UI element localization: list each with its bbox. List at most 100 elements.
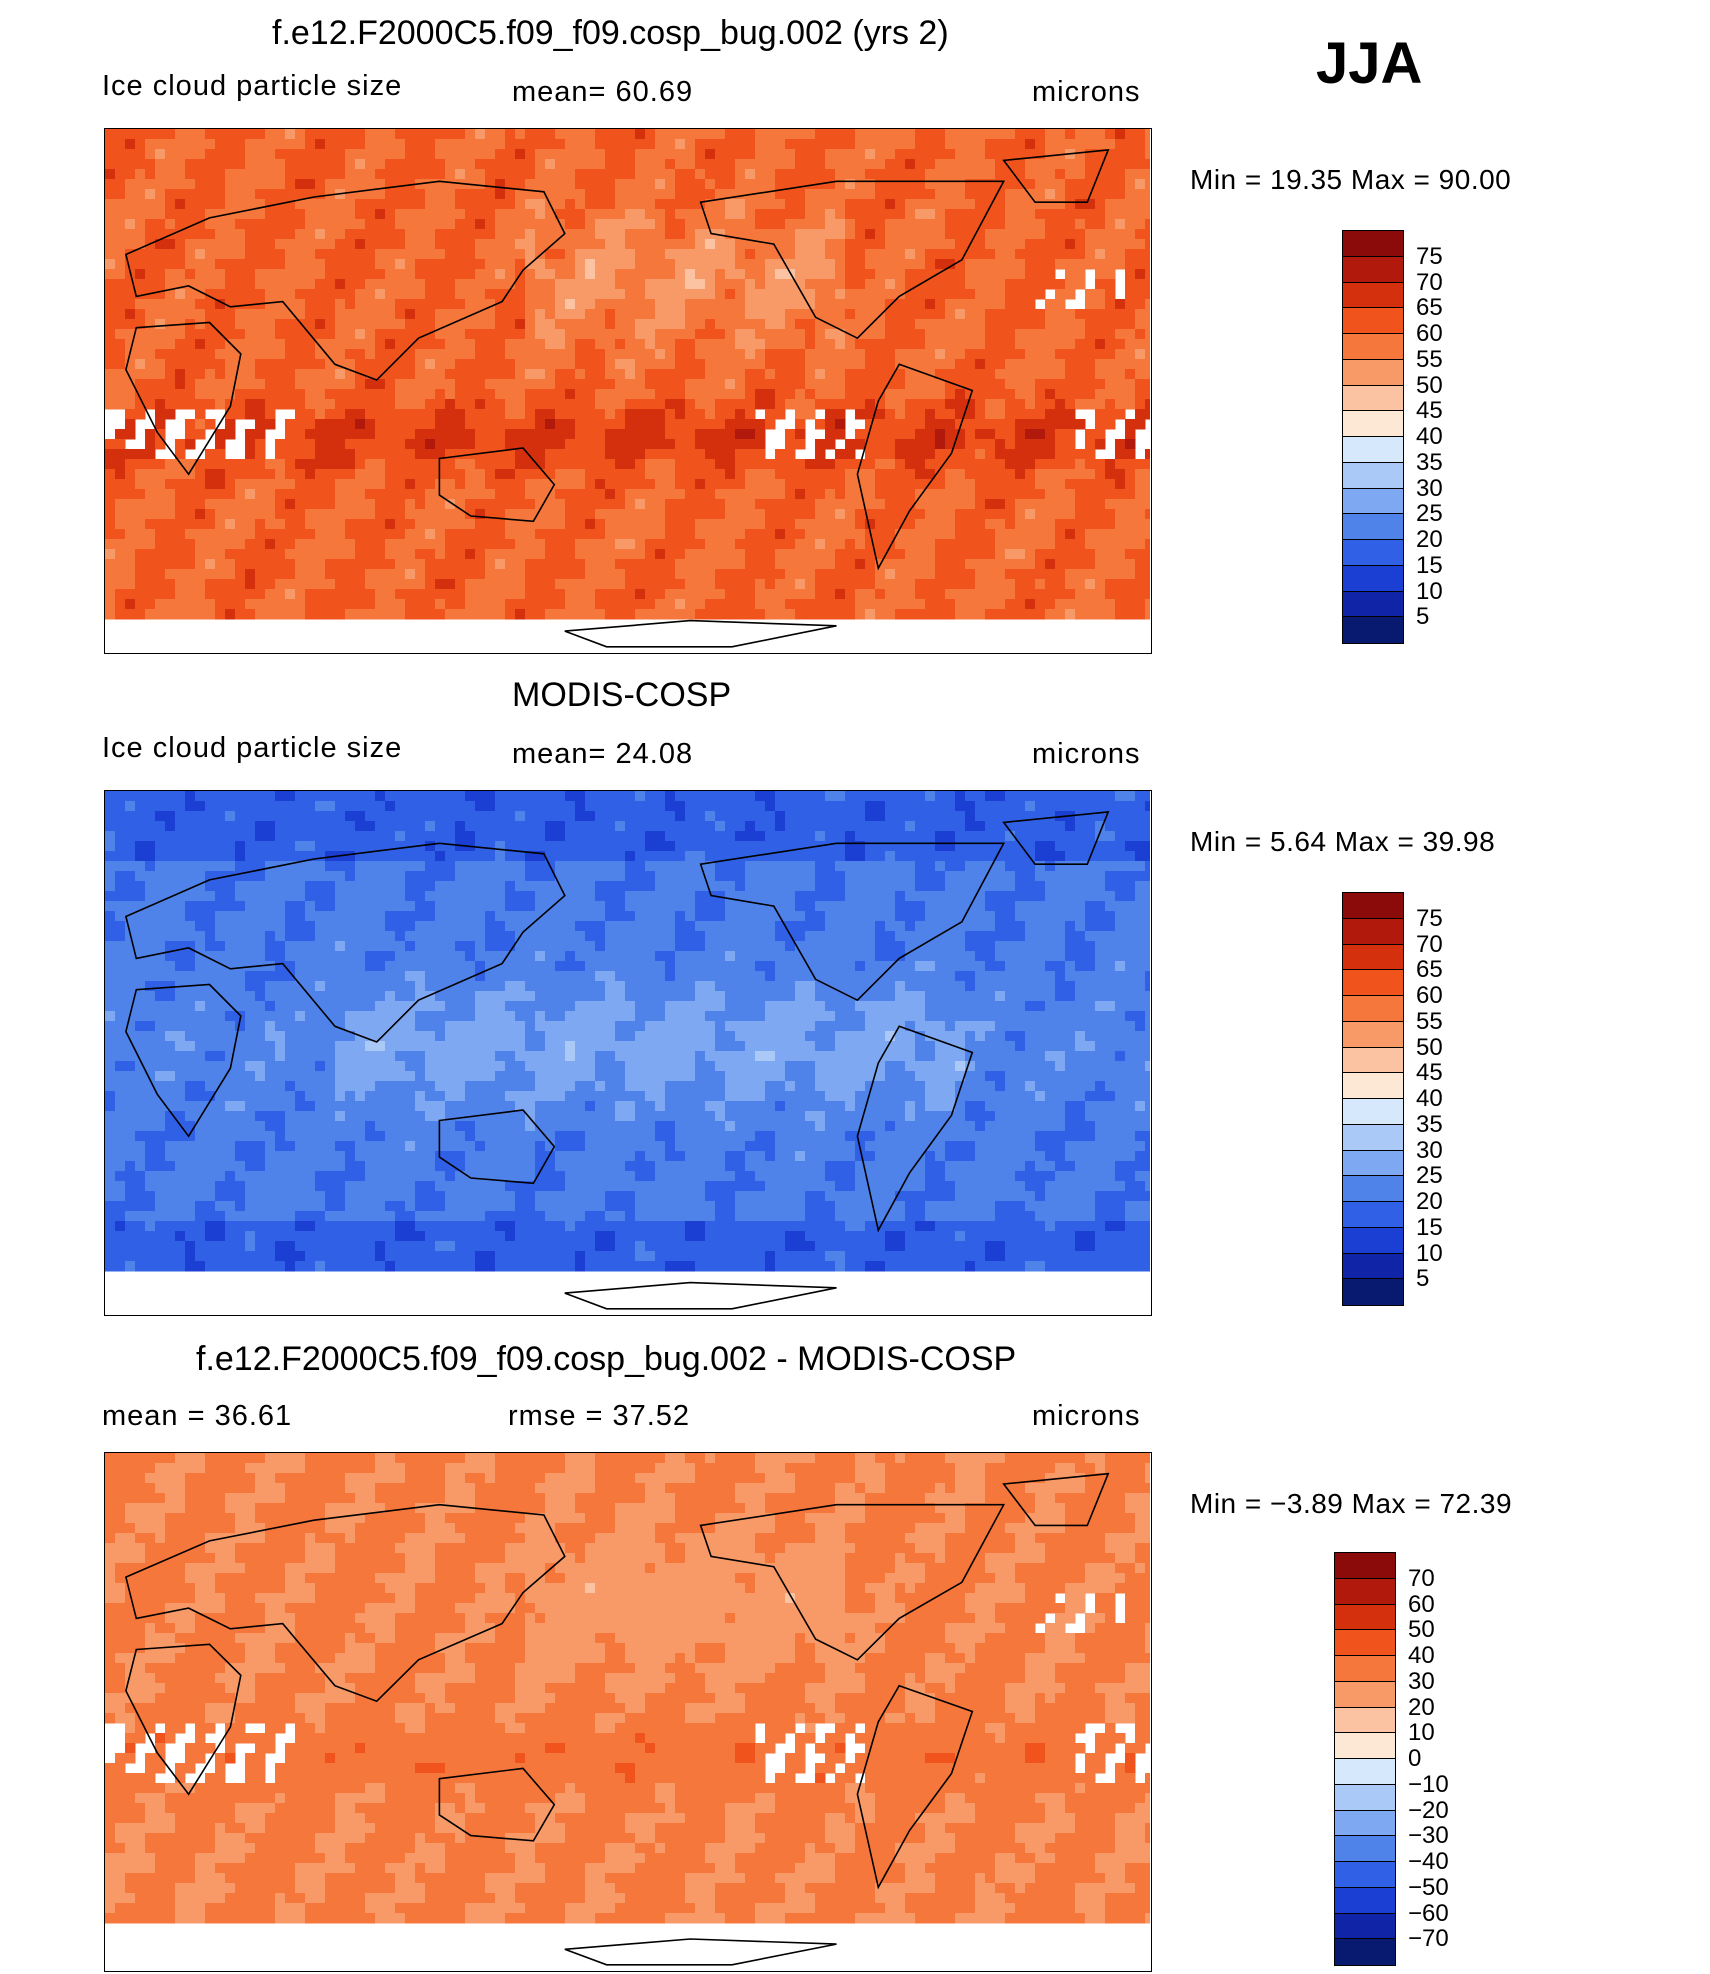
coastline [1002,1472,1110,1527]
colorbar-swatch [1343,1150,1403,1177]
colorbar-tick-label: 35 [1416,1110,1443,1138]
panel-1-variable-label: Ice cloud particle size [102,70,403,102]
coastline [124,1503,566,1703]
panel-1-minmax: Min = 19.35 Max = 90.00 [1190,164,1512,195]
colorbar-tick-label: 30 [1408,1667,1435,1695]
colorbar-tick-label: 20 [1408,1693,1435,1721]
season-label: JJA [1316,31,1423,96]
colorbar-tick-label: 25 [1416,1162,1443,1190]
colorbar-tick-label: 40 [1416,1085,1443,1112]
panel-3-map-canvas [105,1453,1150,1966]
colorbar-tick-label: 50 [1408,1616,1435,1644]
coastline [125,321,242,476]
colorbar-swatch [1335,1836,1395,1862]
colorbar-swatch [1335,1604,1395,1631]
colorbar-swatch [1343,308,1403,334]
coastline [699,842,1006,1002]
colorbar-swatch [1343,282,1403,309]
panel-1-colorbar [1342,230,1404,644]
colorbar-tick-label: −10 [1408,1770,1449,1798]
panel-3-title: f.e12.F2000C5.f09_f09.cosp_bug.002 - MOD… [196,1340,1017,1378]
colorbar-swatch [1343,617,1403,643]
colorbar-tick-label: 70 [1408,1564,1435,1592]
colorbar-swatch [1343,944,1403,971]
panel-2-minmax: Min = 5.64 Max = 39.98 [1190,826,1496,857]
colorbar-tick-label: 50 [1416,1033,1443,1061]
colorbar-tick-label: −20 [1408,1796,1449,1824]
colorbar-tick-label: 60 [1416,982,1443,1009]
colorbar-swatch [1343,918,1403,945]
colorbar-swatch [1335,1862,1395,1888]
colorbar-tick-label: 50 [1416,371,1443,399]
coastline [1002,810,1110,865]
coastline [1002,148,1110,203]
panel-2-units: microns [1032,738,1141,770]
colorbar-swatch [1335,1656,1395,1682]
colorbar-tick-label: 45 [1416,397,1443,425]
colorbar-tick-label: 10 [1416,1239,1443,1267]
colorbar-swatch [1343,565,1403,592]
coastline [856,1684,974,1890]
colorbar-tick-label: 65 [1416,956,1443,984]
colorbar-swatch [1343,514,1403,540]
colorbar-tick-label: 75 [1416,242,1443,270]
colorbar-tick-label: −60 [1408,1899,1449,1927]
colorbar-swatch [1343,334,1403,360]
colorbar-swatch [1343,231,1403,257]
colorbar-swatch [1335,1681,1395,1708]
coastline [438,447,556,523]
colorbar-swatch [1343,462,1403,489]
coastline [125,983,242,1138]
colorbar-swatch [1343,1021,1403,1048]
panel-2-title: MODIS-COSP [512,676,732,714]
colorbar-swatch [1343,1073,1403,1099]
coastline [124,842,566,1043]
colorbar-tick-label: 45 [1416,1059,1443,1087]
colorbar-tick-label: −40 [1408,1848,1449,1875]
colorbar-swatch [1343,1176,1403,1202]
colorbar-swatch [1335,1707,1395,1734]
colorbar-swatch [1335,1913,1395,1940]
colorbar-swatch [1343,1253,1403,1280]
coastline [564,1938,837,1966]
colorbar-swatch [1343,385,1403,412]
colorbar-swatch [1335,1939,1395,1965]
colorbar-swatch [1335,1578,1395,1605]
coastline [564,1281,837,1310]
colorbar-tick-label: 55 [1416,1007,1443,1035]
colorbar-swatch [1343,1279,1403,1305]
colorbar-tick-label: 35 [1416,448,1443,476]
panel-1-mean: mean= 60.69 [512,76,694,108]
colorbar-tick-label: 25 [1416,500,1443,528]
colorbar-tick-label: 5 [1416,603,1430,631]
colorbar-swatch [1343,1202,1403,1228]
colorbar-tick-label: 70 [1416,930,1443,958]
colorbar-swatch [1335,1784,1395,1811]
coastline [856,1025,974,1233]
colorbar-tick-label: 10 [1408,1719,1435,1747]
colorbar-swatch [1335,1553,1395,1579]
panel-2-mean: mean= 24.08 [512,738,694,770]
colorbar-tick-label: −30 [1408,1822,1449,1850]
panel-1-map-canvas [105,129,1150,648]
colorbar-swatch [1343,359,1403,386]
coastline [699,180,1006,340]
colorbar-swatch [1335,1810,1395,1837]
colorbar-tick-label: 20 [1416,526,1443,553]
colorbar-tick-label: 40 [1416,423,1443,450]
colorbar-swatch [1343,893,1403,919]
colorbar-tick-label: 10 [1416,577,1443,605]
colorbar-swatch [1343,411,1403,437]
colorbar-tick-label: 0 [1408,1745,1422,1772]
panel-1-map [104,128,1152,654]
colorbar-swatch [1335,1887,1395,1914]
coastline [438,1767,556,1842]
colorbar-tick-label: 70 [1416,268,1443,296]
panel-2-colorbar [1342,892,1404,1306]
panel-2-map-canvas [105,791,1150,1310]
colorbar-swatch [1343,1099,1403,1125]
panel-3-map [104,1452,1152,1972]
colorbar-tick-label: 15 [1416,1213,1443,1241]
coastline [564,619,837,648]
colorbar-tick-label: −50 [1408,1873,1449,1901]
